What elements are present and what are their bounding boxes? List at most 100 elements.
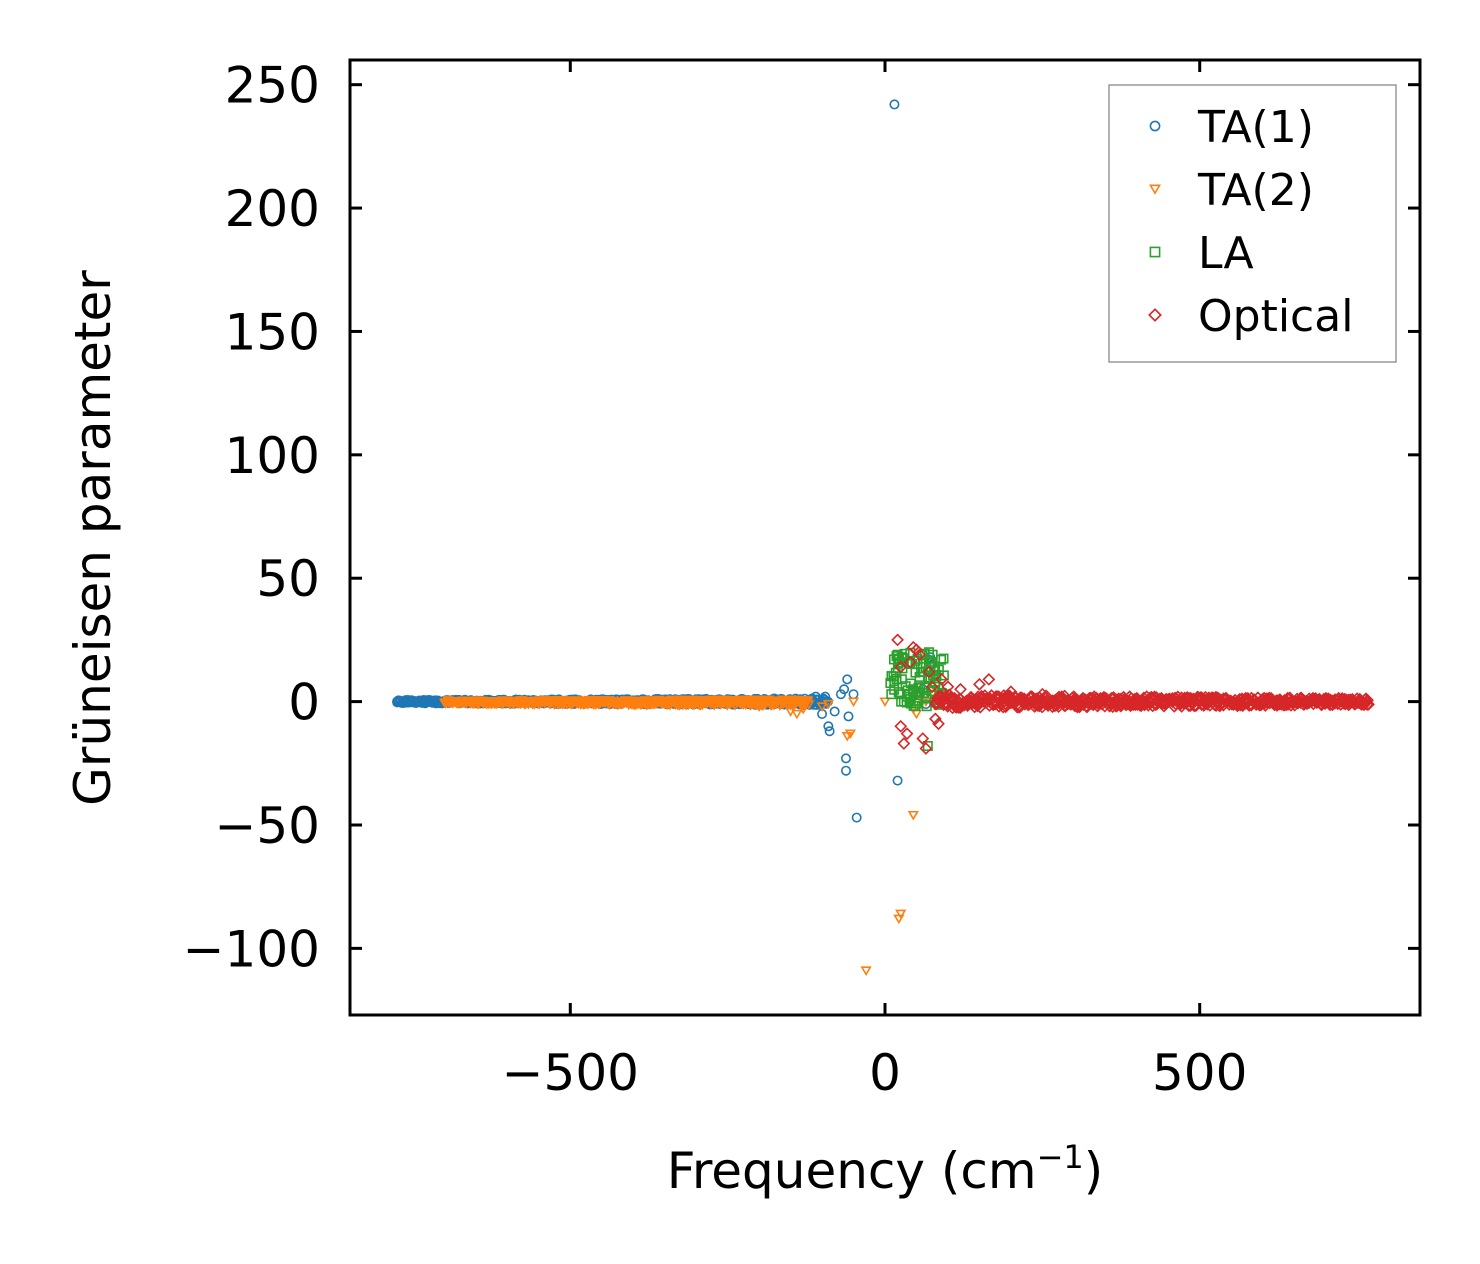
legend-box bbox=[1108, 84, 1397, 363]
data-point bbox=[935, 673, 949, 686]
data-point bbox=[927, 657, 938, 668]
data-point bbox=[1214, 693, 1227, 707]
data-point bbox=[891, 633, 904, 647]
data-point bbox=[851, 812, 862, 823]
data-point bbox=[891, 674, 902, 685]
y-tick-label: −100 bbox=[183, 920, 320, 978]
legend-label: LA bbox=[1198, 228, 1254, 279]
y-tick-label: 250 bbox=[225, 57, 320, 115]
data-point bbox=[928, 712, 942, 726]
data-point bbox=[835, 689, 846, 700]
data-point bbox=[889, 99, 900, 110]
data-point bbox=[1319, 692, 1332, 706]
series-optical bbox=[891, 633, 1375, 755]
series-ta-2 bbox=[439, 685, 941, 976]
data-point bbox=[1193, 692, 1207, 706]
data-point bbox=[905, 694, 916, 705]
y-axis-label: Grüneisen parameter bbox=[64, 270, 122, 806]
data-point bbox=[1362, 697, 1375, 711]
y-tick-label: 100 bbox=[225, 427, 320, 485]
data-point bbox=[1004, 685, 1018, 699]
data-point bbox=[973, 677, 986, 691]
data-point bbox=[992, 692, 1006, 706]
data-point bbox=[886, 689, 897, 700]
legend-marker bbox=[1149, 184, 1161, 195]
data-point bbox=[925, 680, 939, 694]
data-point bbox=[501, 697, 513, 707]
legend-label: Optical bbox=[1198, 291, 1353, 342]
y-tick-label: 50 bbox=[256, 550, 320, 608]
data-point bbox=[1256, 692, 1270, 706]
data-point bbox=[844, 729, 856, 740]
plot-marks bbox=[392, 99, 1375, 976]
data-point bbox=[893, 914, 905, 925]
data-point bbox=[954, 682, 967, 696]
data-point bbox=[816, 702, 828, 712]
data-point bbox=[895, 909, 907, 920]
data-point bbox=[941, 680, 955, 694]
data-point bbox=[932, 717, 945, 731]
legend-marker bbox=[1149, 246, 1161, 258]
data-point bbox=[829, 706, 840, 717]
data-point bbox=[823, 721, 834, 732]
data-point bbox=[922, 665, 936, 679]
data-point bbox=[1360, 695, 1373, 708]
data-point bbox=[1035, 687, 1049, 701]
series-ta-1 bbox=[392, 99, 938, 823]
data-point bbox=[933, 664, 944, 675]
data-point bbox=[839, 684, 850, 695]
data-point bbox=[913, 648, 926, 662]
y-tick-label: 0 bbox=[288, 674, 320, 732]
data-point bbox=[894, 719, 908, 733]
data-point bbox=[842, 674, 853, 685]
x-tick-label: −500 bbox=[502, 1044, 639, 1102]
data-point bbox=[892, 649, 903, 660]
x-axis-label: Frequency (cm−1) bbox=[667, 1138, 1104, 1200]
data-point bbox=[996, 700, 1010, 714]
data-point bbox=[803, 700, 815, 710]
x-tick-label: 500 bbox=[1152, 1044, 1247, 1102]
legend: TA(1) TA(2) LA Optical bbox=[1108, 84, 1397, 363]
data-point bbox=[627, 697, 639, 707]
legend-marker bbox=[1149, 120, 1161, 132]
data-point bbox=[824, 726, 835, 737]
data-point bbox=[843, 711, 854, 722]
legend-label: TA(1) bbox=[1197, 102, 1314, 153]
data-point bbox=[903, 655, 917, 669]
data-point bbox=[910, 709, 923, 720]
data-point bbox=[840, 753, 851, 764]
y-tick-label: −50 bbox=[214, 797, 320, 855]
data-point bbox=[847, 697, 860, 707]
x-axis-label-superscript: −1 bbox=[1037, 1138, 1084, 1176]
data-point bbox=[910, 701, 921, 712]
data-point bbox=[1130, 692, 1144, 706]
data-point bbox=[564, 699, 576, 710]
data-point bbox=[908, 684, 919, 695]
data-point bbox=[895, 689, 906, 700]
data-point bbox=[910, 643, 923, 657]
data-point bbox=[791, 709, 803, 720]
data-point bbox=[921, 701, 932, 712]
x-tick-label: 0 bbox=[869, 1044, 901, 1102]
data-point bbox=[797, 704, 809, 715]
data-point bbox=[848, 689, 859, 700]
data-point bbox=[924, 647, 935, 658]
data-point bbox=[911, 686, 922, 697]
data-point bbox=[690, 697, 702, 707]
y-tick-label: 200 bbox=[225, 180, 320, 238]
data-point bbox=[1067, 690, 1081, 704]
legend-marker bbox=[1148, 308, 1162, 322]
data-point bbox=[897, 737, 911, 750]
data-point bbox=[840, 765, 851, 776]
data-point bbox=[892, 775, 903, 786]
data-point bbox=[860, 966, 872, 976]
data-point bbox=[879, 697, 891, 707]
data-point bbox=[900, 727, 914, 741]
data-point bbox=[919, 742, 933, 755]
data-point bbox=[907, 810, 919, 821]
data-point bbox=[753, 702, 765, 712]
data-point bbox=[392, 696, 403, 707]
data-point bbox=[916, 732, 930, 745]
